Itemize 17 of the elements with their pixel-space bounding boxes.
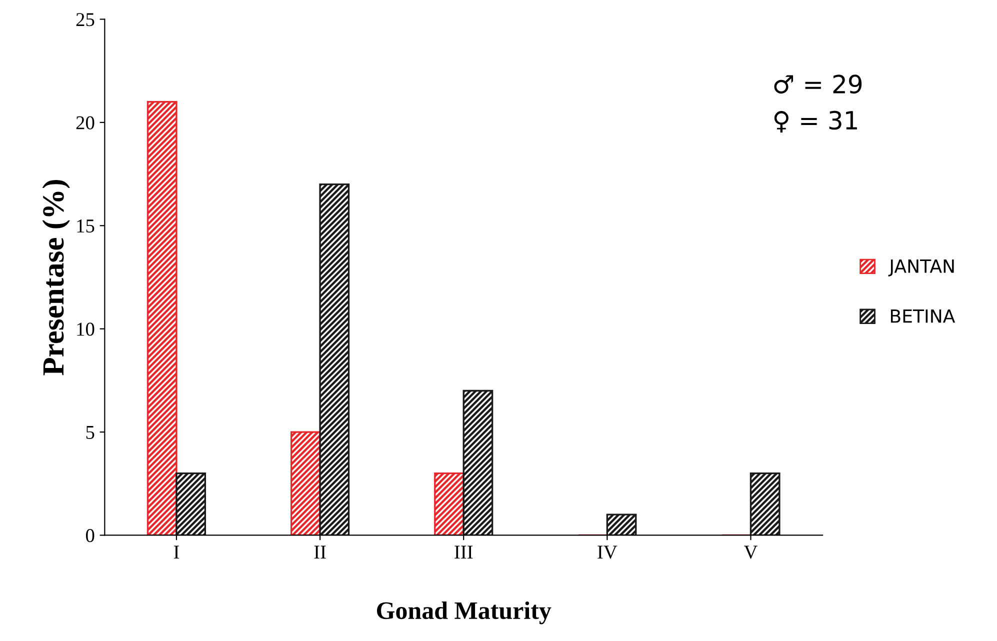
x-tick-label: III — [454, 546, 473, 558]
y-tick-label: 5 — [86, 426, 94, 439]
y-tick-label: 20 — [76, 116, 94, 130]
x-axis-title: Gonad Maturity — [376, 601, 552, 624]
legend-label: BETINA — [890, 310, 956, 323]
x-tick-label: I — [174, 546, 180, 558]
annotation: ♂ = 29 — [774, 74, 862, 94]
y-tick-label: 25 — [76, 13, 94, 26]
x-tick-label: IV — [598, 546, 618, 559]
annotation: ♀ = 31 — [774, 110, 857, 132]
x-tick-label: II — [314, 546, 326, 558]
y-tick-label: 10 — [77, 322, 94, 336]
y-tick-label: 0 — [86, 529, 94, 542]
x-tick-label: V — [744, 546, 758, 559]
legend-label: JANTAN — [888, 260, 954, 276]
y-axis-title: Presentase (%) — [42, 180, 70, 376]
y-tick-label: 15 — [77, 220, 94, 233]
